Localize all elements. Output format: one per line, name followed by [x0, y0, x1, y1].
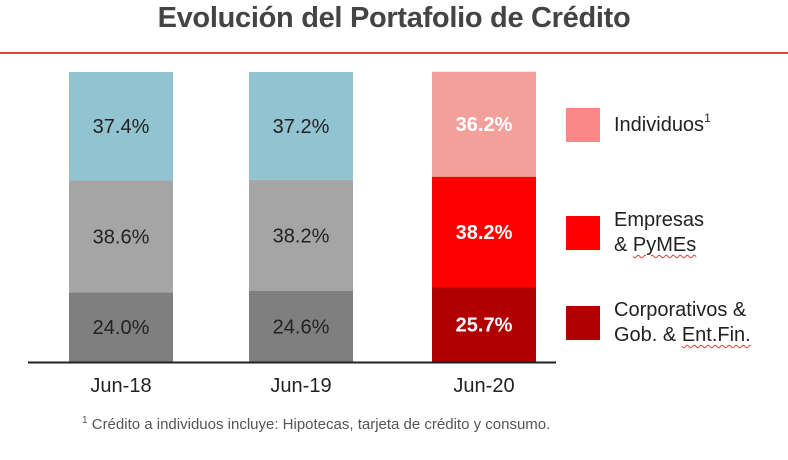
bar-jun-20-empresas	[432, 176, 536, 288]
chart-title: Evolución del Portafolio de Crédito	[157, 2, 631, 34]
legend-swatch-corporativos	[566, 306, 600, 340]
x-tick-label-jun-19: Jun-19	[270, 375, 331, 397]
title-divider	[0, 52, 788, 54]
bar-jun-18-individuos	[69, 72, 173, 181]
x-tick-label-jun-20: Jun-20	[453, 375, 514, 397]
bar-jun-19-empresas	[249, 179, 353, 291]
legend-swatch-individuos	[566, 108, 600, 142]
bar-jun-19-corporativos	[249, 290, 353, 362]
bar-jun-19-individuos	[249, 72, 353, 180]
data-label-jun-19-individuos: 37.2%	[273, 116, 330, 138]
legend-label-corporativos: Corporativos & Gob. & Ent.Fin.	[614, 299, 751, 346]
legend-item-individuos: Individuos1	[566, 108, 711, 142]
legend-item-corporativos: Corporativos & Gob. & Ent.Fin.	[566, 298, 751, 348]
legend-label-pymes-word: PyMEs	[632, 234, 697, 256]
data-label-jun-19-corporativos: 24.6%	[273, 316, 330, 338]
stacked-bar-chart: 24.0% 38.6% 37.4% Jun-18 24.6% 38.2% 37.2% Jun-…	[28, 71, 556, 397]
legend-label-individuos: Individuos1	[614, 110, 711, 136]
legend-swatch-empresas	[566, 216, 600, 250]
data-label-jun-18-corporativos: 24.0%	[93, 317, 150, 339]
footnote: 1 Crédito a individuos incluye: Hipoteca…	[82, 415, 551, 434]
bar-jun-20-corporativos	[432, 287, 536, 362]
bar-jun-20-individuos	[432, 71, 536, 177]
data-label-jun-20-empresas: 38.2%	[456, 222, 513, 244]
legend-label-empresas: Empresas & PyMEs	[614, 209, 705, 256]
x-tick-label-jun-18: Jun-18	[90, 375, 151, 397]
bar-jun-18-empresas	[69, 180, 173, 293]
legend-item-empresas: Empresas & PyMEs	[566, 208, 704, 258]
data-label-jun-19-empresas: 38.2%	[273, 225, 330, 247]
bar-jun-18-corporativos	[69, 292, 173, 362]
data-label-jun-18-individuos: 37.4%	[93, 116, 150, 138]
data-label-jun-20-corporativos: 25.7%	[456, 315, 513, 337]
data-label-jun-18-empresas: 38.6%	[93, 226, 150, 248]
data-label-jun-20-individuos: 36.2%	[456, 114, 513, 136]
legend-label-entfin-word: Ent.Fin.	[681, 324, 751, 346]
